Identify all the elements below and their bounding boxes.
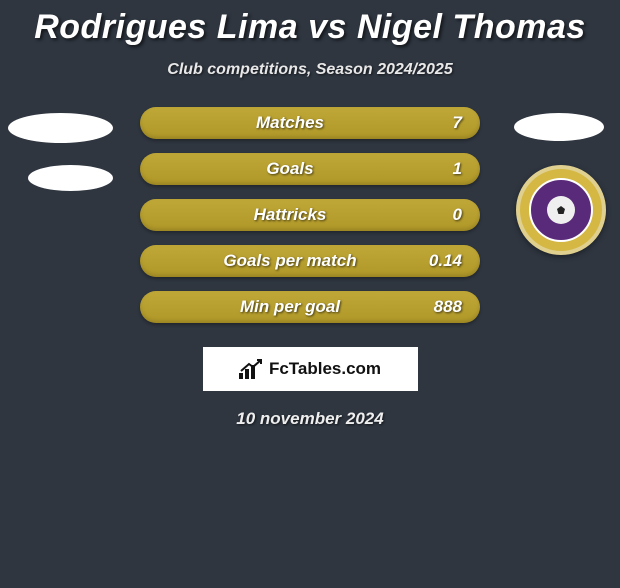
stat-label: Hattricks: [140, 205, 422, 225]
stat-bar: Goals 1: [140, 153, 480, 185]
comparison-title: Rodrigues Lima vs Nigel Thomas: [0, 8, 620, 47]
player-photo-placeholder-right-1: [514, 113, 604, 141]
snapshot-date: 10 november 2024: [0, 409, 620, 429]
stat-value: 1: [422, 159, 462, 179]
stats-area: Matches 7 Goals 1 Hattricks 0 Goals per …: [0, 107, 620, 337]
season-subtitle: Club competitions, Season 2024/2025: [0, 61, 620, 79]
soccer-ball-icon: [547, 196, 575, 224]
bar-chart-arrow-icon: [239, 359, 263, 379]
club-crest-inner: [529, 178, 593, 242]
stat-label: Matches: [140, 113, 422, 133]
stat-bar: Matches 7: [140, 107, 480, 139]
stat-label: Min per goal: [140, 297, 422, 317]
player-photo-placeholder-left-2: [28, 165, 113, 191]
stat-bar: Goals per match 0.14: [140, 245, 480, 277]
stat-bar: Hattricks 0: [140, 199, 480, 231]
stat-bar: Min per goal 888: [140, 291, 480, 323]
club-crest: [516, 165, 606, 255]
player-photo-placeholder-left-1: [8, 113, 113, 143]
stat-label: Goals: [140, 159, 422, 179]
stat-value: 7: [422, 113, 462, 133]
stat-bars: Matches 7 Goals 1 Hattricks 0 Goals per …: [140, 107, 480, 323]
stat-value: 888: [422, 297, 462, 317]
brand-box[interactable]: FcTables.com: [203, 347, 418, 391]
stat-value: 0: [422, 205, 462, 225]
stat-value: 0.14: [422, 251, 462, 271]
brand-text: FcTables.com: [269, 359, 381, 379]
stat-label: Goals per match: [140, 251, 422, 271]
